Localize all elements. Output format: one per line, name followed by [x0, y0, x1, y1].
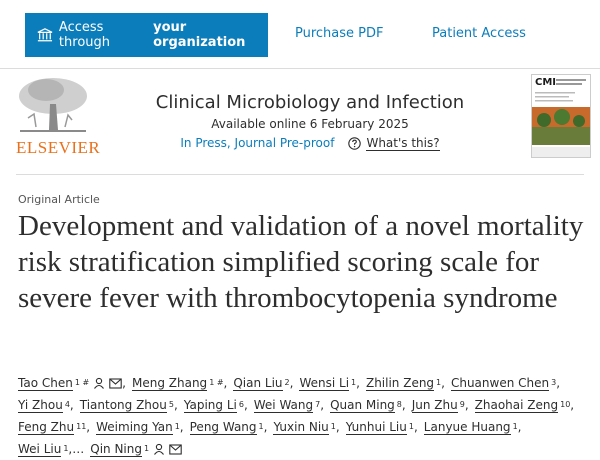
access-prefix: Access through	[58, 20, 111, 50]
author[interactable]: Tiantong Zhou 5,	[79, 394, 178, 416]
author[interactable]: Quan Ming 8,	[330, 394, 406, 416]
mail-icon	[169, 443, 182, 455]
institution-icon	[37, 28, 53, 42]
author[interactable]: Meng Zhang 1 #,	[132, 372, 227, 394]
author[interactable]: Tao Chen 1 #,	[18, 372, 126, 394]
whats-this-text: What's this?	[366, 136, 440, 151]
author[interactable]: Peng Wang 1,	[189, 416, 268, 438]
author-name[interactable]: Wei Wang	[253, 397, 314, 413]
author[interactable]: Yuxin Niu 1,	[273, 416, 340, 438]
journal-cover[interactable]: CMI	[531, 74, 591, 158]
access-button[interactable]: Access through your organization	[25, 13, 268, 57]
author-name[interactable]: Yunhui Liu	[345, 419, 407, 435]
author-name[interactable]: Qin Ning	[90, 441, 142, 457]
author[interactable]: Wensi Li 1,	[299, 372, 360, 394]
author-name[interactable]: Yaping Li	[183, 397, 237, 413]
separator: ,	[86, 420, 91, 434]
author[interactable]: Qin Ning 1	[90, 438, 182, 460]
top-bar: Access through your organization Purchas…	[0, 0, 600, 69]
separator: ,	[335, 420, 340, 434]
author-name[interactable]: Zhilin Zeng	[365, 375, 435, 391]
author[interactable]: Zhilin Zeng 1,	[365, 372, 445, 394]
separator: ,	[122, 376, 126, 390]
author-name[interactable]: Lanyue Huang	[423, 419, 511, 435]
article-title: Development and validation of a novel mo…	[18, 210, 584, 314]
divider	[16, 174, 584, 175]
author-name[interactable]: Yuxin Niu	[273, 419, 329, 435]
separator: ,	[413, 420, 418, 434]
publisher-logo	[19, 78, 87, 132]
journal-name[interactable]: Clinical Microbiology and Infection	[155, 92, 465, 113]
author[interactable]: Zhaohai Zeng 10,	[474, 394, 575, 416]
separator: ,	[556, 376, 561, 390]
separator: ,	[69, 398, 74, 412]
separator: ,	[356, 376, 360, 390]
author[interactable]: Feng Zhu 11,	[18, 416, 90, 438]
author-name[interactable]: Wensi Li	[299, 375, 350, 391]
person-icon	[94, 377, 105, 389]
publisher-name[interactable]: ELSEVIER	[16, 138, 101, 157]
author[interactable]: Jun Zhu 9,	[411, 394, 469, 416]
whats-this[interactable]: What's this?	[348, 136, 440, 151]
purchase-link[interactable]: Purchase PDF	[295, 26, 384, 41]
author-name[interactable]: Peng Wang	[189, 419, 257, 435]
separator: ,	[320, 398, 325, 412]
separator: ,	[441, 376, 445, 390]
author-name[interactable]: Tao Chen	[18, 375, 73, 391]
author-name[interactable]: Quan Ming	[330, 397, 395, 413]
author-name[interactable]: Chuanwen Chen	[450, 375, 550, 391]
separator: ,	[570, 398, 575, 412]
mail-icon	[109, 377, 122, 389]
author-name[interactable]: Meng Zhang	[132, 375, 208, 391]
status[interactable]: In Press, Journal Pre-proof	[180, 136, 335, 150]
help-icon	[348, 137, 362, 150]
separator: ,	[517, 420, 522, 434]
author[interactable]: Wei Wang 7,	[253, 394, 325, 416]
status-row: In Press, Journal Pre-proof What's this?	[140, 136, 480, 151]
patient-link[interactable]: Patient Access	[432, 26, 526, 41]
separator: ,	[68, 442, 73, 456]
author-name[interactable]: Weiming Yan	[96, 419, 173, 435]
author-name[interactable]: Tiantong Zhou	[79, 397, 167, 413]
available-date: Available online 6 February 2025	[211, 117, 409, 131]
separator: ,	[179, 420, 184, 434]
separator: ,	[173, 398, 178, 412]
author[interactable]: Yi Zhou 4,	[18, 394, 74, 416]
author[interactable]: Yaping Li 6,	[183, 394, 248, 416]
separator: ,	[289, 376, 294, 390]
author[interactable]: Lanyue Huang 1,	[423, 416, 522, 438]
separator: ,	[401, 398, 406, 412]
author[interactable]: Wei Liu 1,…	[18, 438, 84, 460]
author[interactable]: Yunhui Liu 1,	[345, 416, 418, 438]
author[interactable]: Chuanwen Chen 3,	[450, 372, 561, 394]
cover-art	[532, 79, 590, 157]
author-name[interactable]: Yi Zhou	[18, 397, 63, 413]
more-authors[interactable]: …	[72, 442, 85, 456]
separator: ,	[243, 398, 248, 412]
author-list: Tao Chen 1 #, Meng Zhang 1 #, Qian Liu 2, Wens…	[18, 372, 593, 460]
author[interactable]: Qian Liu 2,	[233, 372, 293, 394]
author-name[interactable]: Feng Zhu	[18, 419, 75, 435]
separator: ,	[223, 376, 228, 390]
person-icon	[154, 443, 165, 455]
separator: ,	[263, 420, 268, 434]
access-bold: your organization	[153, 20, 246, 50]
author[interactable]: Weiming Yan 1,	[96, 416, 184, 438]
author-name[interactable]: Jun Zhu	[411, 397, 458, 413]
cover-title: CMI	[535, 77, 557, 88]
article-type: Original Article	[18, 193, 100, 206]
author-name[interactable]: Zhaohai Zeng	[474, 397, 559, 413]
author-name[interactable]: Wei Liu	[18, 441, 62, 457]
separator: ,	[464, 398, 469, 412]
author-name[interactable]: Qian Liu	[233, 375, 283, 391]
